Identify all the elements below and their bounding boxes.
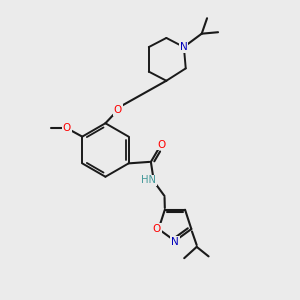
Text: HN: HN — [141, 175, 156, 185]
Text: O: O — [153, 224, 161, 234]
Text: N: N — [180, 42, 188, 52]
Text: O: O — [157, 140, 165, 150]
Text: N: N — [171, 236, 179, 247]
Text: O: O — [63, 123, 71, 133]
Text: O: O — [114, 105, 122, 115]
